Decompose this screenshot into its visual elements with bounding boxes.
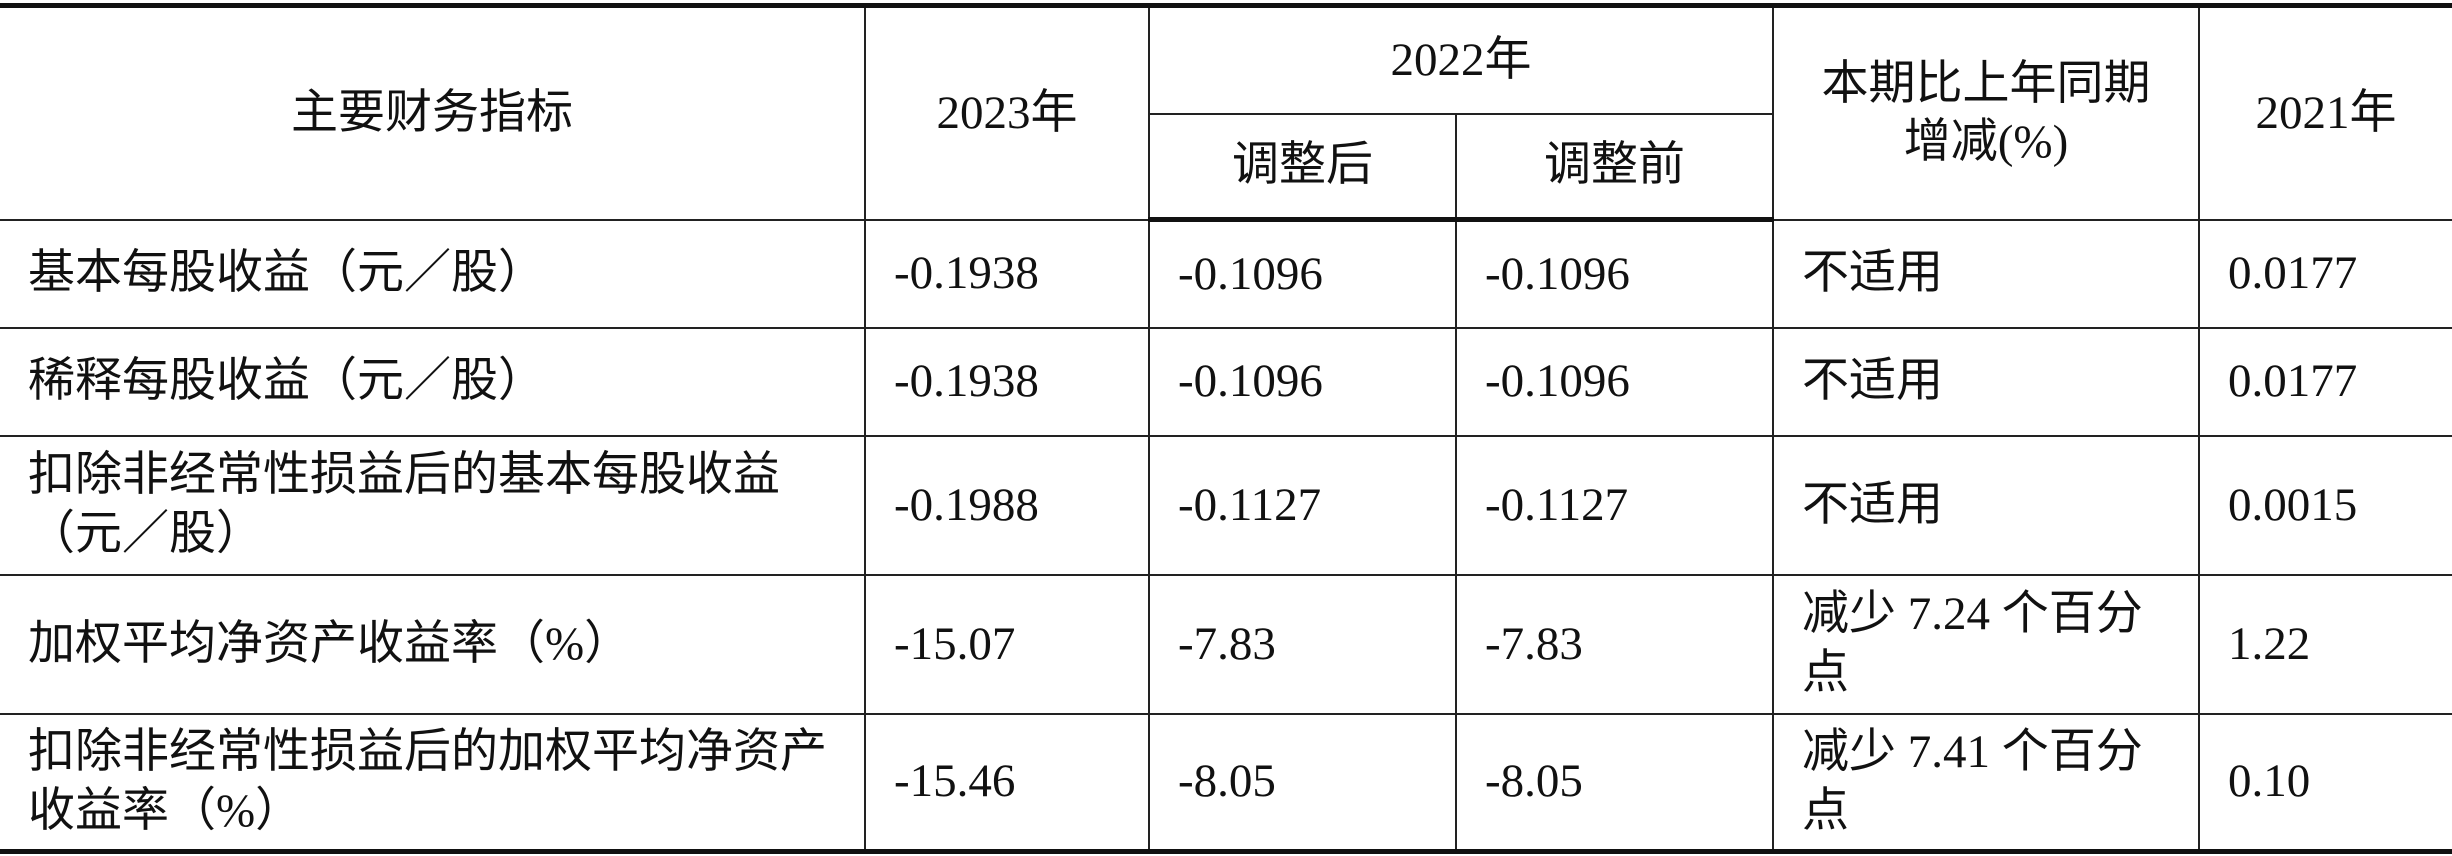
header-cell: 调整后 [1149, 112, 1457, 222]
header-cell: 2023年 [864, 3, 1150, 221]
value-cell: -8.05 [1148, 712, 1457, 854]
value-cell: -0.1127 [1455, 434, 1774, 576]
header-cell: 调整前 [1455, 112, 1773, 222]
indicator-cell: 扣除非经常性损益后的基本每股收益（元／股） [0, 434, 866, 576]
value-cell: -15.07 [864, 573, 1150, 715]
value-cell: 不适用 [1772, 218, 2200, 329]
indicator-cell: 稀释每股收益（元／股） [0, 326, 866, 437]
value-cell: -0.1127 [1148, 434, 1457, 576]
data-row: 扣除非经常性损益后的基本每股收益（元／股） -0.1988 -0.1127 -0.11… [0, 434, 2452, 576]
data-row: 加权平均净资产收益率（%） -15.07 -7.83 -7.83 减少 7.24 个百分… [0, 573, 2452, 715]
value-cell: -0.1938 [864, 326, 1150, 437]
value-cell: -0.1096 [1455, 326, 1774, 437]
value-cell: 1.22 [2198, 573, 2452, 715]
header-cell: 2022年 [1148, 3, 1774, 115]
data-row: 扣除非经常性损益后的加权平均净资产收益率（%） -15.46 -8.05 -8.05 减… [0, 712, 2452, 854]
value-cell: 0.10 [2198, 712, 2452, 854]
value-cell: 减少 7.41 个百分点 [1772, 712, 2200, 854]
indicator-cell: 基本每股收益（元／股） [0, 218, 866, 329]
value-cell: -0.1096 [1148, 218, 1457, 329]
header-cell: 2021年 [2198, 3, 2452, 221]
value-cell: -0.1096 [1148, 326, 1457, 437]
value-cell: -0.1988 [864, 434, 1150, 576]
value-cell: 0.0177 [2198, 218, 2452, 329]
value-cell: -15.46 [864, 712, 1150, 854]
header-cell: 本期比上年同期增减(%) [1772, 3, 2200, 221]
header-row: 调整后 调整前 [0, 112, 2452, 222]
value-cell: 不适用 [1772, 434, 2200, 576]
value-cell: -0.1938 [864, 218, 1150, 329]
data-row: 基本每股收益（元／股） -0.1938 -0.1096 -0.1096 不适用 0.017… [0, 218, 2452, 329]
value-cell: -7.83 [1455, 573, 1774, 715]
value-cell: -0.1096 [1455, 218, 1774, 329]
value-cell: 0.0015 [2198, 434, 2452, 576]
indicator-cell: 加权平均净资产收益率（%） [0, 573, 866, 715]
value-cell: -7.83 [1148, 573, 1457, 715]
data-row: 稀释每股收益（元／股） -0.1938 -0.1096 -0.1096 不适用 0.017… [0, 326, 2452, 437]
value-cell: 不适用 [1772, 326, 2200, 437]
indicator-cell: 扣除非经常性损益后的加权平均净资产收益率（%） [0, 712, 866, 854]
value-cell: 减少 7.24 个百分点 [1772, 573, 2200, 715]
value-cell: -8.05 [1455, 712, 1774, 854]
header-cell: 主要财务指标 [0, 3, 866, 221]
header-row: 主要财务指标 2023年 2022年 本期比上年同期增减(%) 2021年 [0, 3, 2452, 221]
value-cell: 0.0177 [2198, 326, 2452, 437]
financial-table: 主要财务指标 2023年 2022年 本期比上年同期增减(%) 2021年 调整… [0, 3, 2452, 854]
